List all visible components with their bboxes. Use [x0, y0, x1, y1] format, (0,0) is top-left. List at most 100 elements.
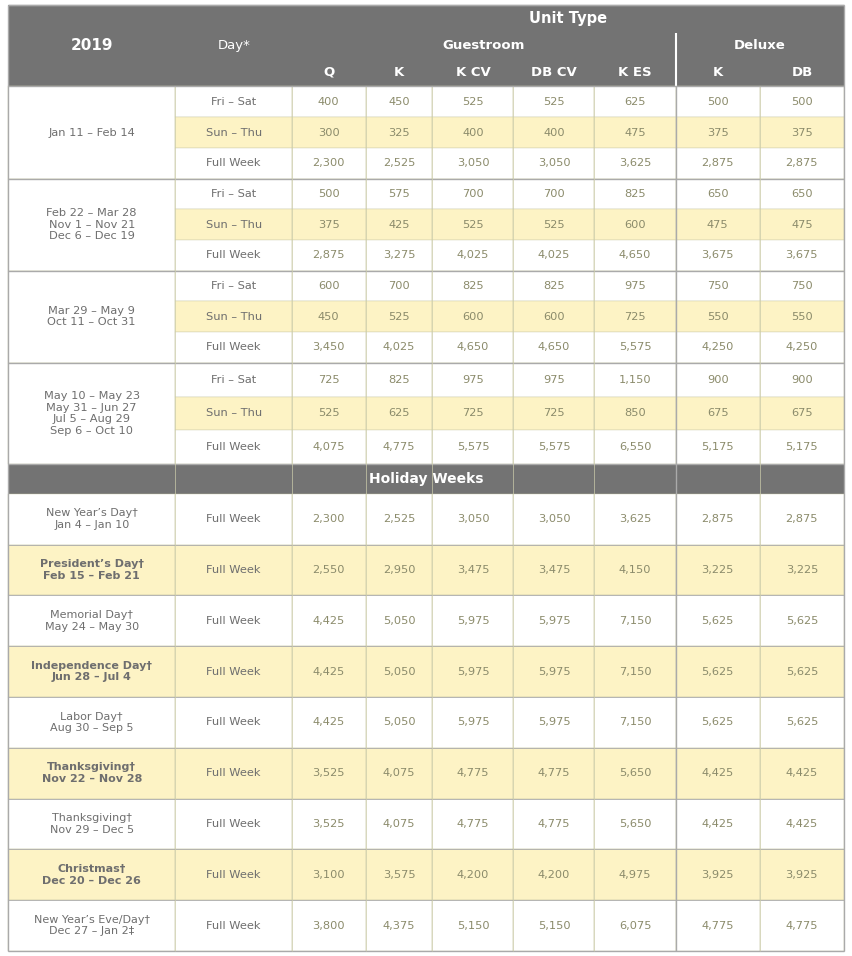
- Text: 475: 475: [625, 127, 646, 138]
- Bar: [760, 397, 844, 430]
- Text: Fri – Sat: Fri – Sat: [211, 97, 256, 107]
- Bar: [595, 118, 676, 148]
- Bar: [176, 301, 292, 332]
- Bar: [676, 850, 760, 901]
- Text: 600: 600: [318, 281, 340, 291]
- Bar: [8, 798, 176, 850]
- Bar: [760, 430, 844, 465]
- Bar: [514, 646, 595, 697]
- Bar: [366, 58, 433, 86]
- Text: K: K: [712, 66, 722, 78]
- Bar: [514, 397, 595, 430]
- Text: Deluxe: Deluxe: [734, 38, 786, 52]
- Text: 5,650: 5,650: [619, 769, 651, 778]
- Bar: [676, 596, 760, 646]
- Text: 2,300: 2,300: [313, 158, 345, 168]
- Text: 5,625: 5,625: [701, 717, 734, 728]
- Text: 5,050: 5,050: [383, 717, 415, 728]
- Bar: [433, 209, 514, 240]
- Text: 5,975: 5,975: [457, 717, 489, 728]
- Bar: [176, 148, 292, 179]
- Bar: [176, 494, 292, 545]
- Text: Memorial Day†
May 24 – May 30: Memorial Day† May 24 – May 30: [44, 610, 139, 632]
- Text: 5,975: 5,975: [538, 616, 570, 626]
- Text: 600: 600: [462, 312, 484, 321]
- Text: 4,250: 4,250: [786, 342, 818, 353]
- Text: 475: 475: [707, 220, 728, 229]
- Bar: [760, 301, 844, 332]
- Text: 4,075: 4,075: [383, 819, 415, 829]
- Text: 2,950: 2,950: [383, 565, 415, 576]
- Bar: [676, 697, 760, 748]
- Text: 975: 975: [543, 375, 565, 384]
- Bar: [676, 179, 760, 209]
- Text: 700: 700: [543, 189, 565, 199]
- Bar: [595, 798, 676, 850]
- Text: Mar 29 – May 9
Oct 11 – Oct 31: Mar 29 – May 9 Oct 11 – Oct 31: [48, 306, 136, 327]
- Bar: [433, 271, 514, 301]
- Bar: [676, 86, 760, 118]
- Text: Guestroom: Guestroom: [442, 38, 525, 52]
- Bar: [676, 33, 844, 58]
- Bar: [292, 545, 366, 596]
- Text: 2,525: 2,525: [383, 514, 415, 524]
- Bar: [8, 86, 176, 179]
- Text: 600: 600: [544, 312, 565, 321]
- Bar: [8, 465, 844, 494]
- Text: 4,650: 4,650: [538, 342, 570, 353]
- Text: 7,150: 7,150: [619, 616, 651, 626]
- Bar: [176, 179, 292, 209]
- Bar: [595, 596, 676, 646]
- Text: 300: 300: [318, 127, 340, 138]
- Bar: [292, 430, 366, 465]
- Bar: [8, 646, 176, 697]
- Text: 525: 525: [462, 97, 484, 107]
- Text: Full Week: Full Week: [206, 819, 261, 829]
- Bar: [366, 362, 433, 397]
- Bar: [366, 118, 433, 148]
- Text: 3,925: 3,925: [701, 870, 734, 880]
- Text: Full Week: Full Week: [206, 666, 261, 677]
- Bar: [760, 646, 844, 697]
- Bar: [366, 798, 433, 850]
- Text: 825: 825: [625, 189, 646, 199]
- Text: Jan 11 – Feb 14: Jan 11 – Feb 14: [49, 127, 135, 138]
- Bar: [514, 58, 595, 86]
- Bar: [433, 430, 514, 465]
- Text: Sun – Thu: Sun – Thu: [205, 220, 262, 229]
- Text: 2,300: 2,300: [313, 514, 345, 524]
- Text: Feb 22 – Mar 28
Nov 1 – Nov 21
Dec 6 – Dec 19: Feb 22 – Mar 28 Nov 1 – Nov 21 Dec 6 – D…: [47, 208, 137, 241]
- Bar: [366, 301, 433, 332]
- Text: 5,175: 5,175: [701, 443, 734, 452]
- Bar: [760, 58, 844, 86]
- Bar: [176, 362, 292, 397]
- Bar: [366, 397, 433, 430]
- Text: Sun – Thu: Sun – Thu: [205, 127, 262, 138]
- Text: 4,775: 4,775: [701, 921, 734, 930]
- Bar: [760, 901, 844, 951]
- Text: 4,775: 4,775: [383, 443, 415, 452]
- Bar: [676, 798, 760, 850]
- Bar: [595, 271, 676, 301]
- Text: 725: 725: [544, 408, 565, 419]
- Text: Holiday Weeks: Holiday Weeks: [369, 472, 483, 486]
- Text: 5,975: 5,975: [457, 616, 489, 626]
- Bar: [676, 397, 760, 430]
- Bar: [292, 33, 676, 58]
- Text: 625: 625: [389, 408, 410, 419]
- Bar: [292, 362, 366, 397]
- Text: Full Week: Full Week: [206, 870, 261, 880]
- Bar: [292, 240, 366, 271]
- Bar: [595, 397, 676, 430]
- Text: 3,050: 3,050: [538, 158, 570, 168]
- Bar: [514, 430, 595, 465]
- Text: 525: 525: [318, 408, 340, 419]
- Bar: [514, 332, 595, 362]
- Bar: [366, 179, 433, 209]
- Text: President’s Day†
Feb 15 – Feb 21: President’s Day† Feb 15 – Feb 21: [40, 559, 144, 581]
- Text: 2,525: 2,525: [383, 158, 415, 168]
- Text: 5,625: 5,625: [786, 616, 818, 626]
- Bar: [176, 397, 292, 430]
- Bar: [366, 86, 433, 118]
- Bar: [514, 798, 595, 850]
